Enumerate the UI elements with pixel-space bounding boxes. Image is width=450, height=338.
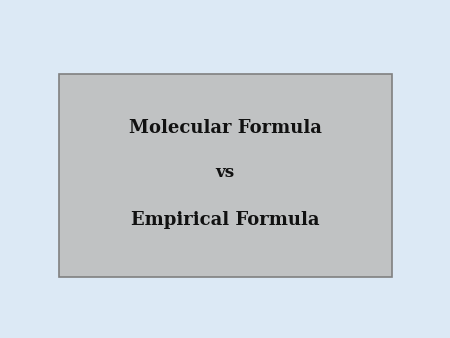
Text: Molecular Formula: Molecular Formula	[129, 119, 321, 138]
Text: Empirical Formula: Empirical Formula	[131, 211, 319, 229]
Text: vs: vs	[216, 164, 234, 181]
Bar	[58, 74, 392, 277]
